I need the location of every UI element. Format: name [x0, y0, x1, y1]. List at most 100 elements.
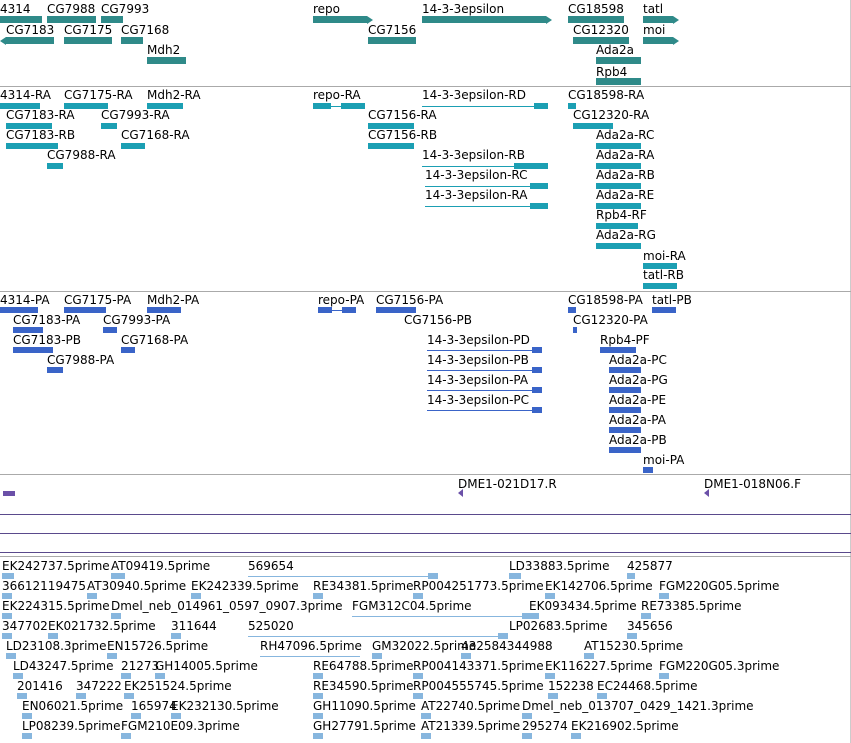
protein-label[interactable]: Mdh2-PA — [147, 293, 200, 307]
protein-feature[interactable] — [376, 307, 416, 313]
est-label[interactable]: 425877 — [627, 559, 673, 573]
est-label[interactable]: 311644 — [171, 619, 217, 633]
gene-feature[interactable] — [596, 57, 641, 64]
protein-label[interactable]: CG12320-PA — [573, 313, 648, 327]
est-label[interactable]: AT30940.5prime — [87, 579, 187, 593]
est-feature[interactable] — [313, 713, 323, 719]
protein-label[interactable]: Ada2a-PA — [609, 413, 666, 427]
protein-label[interactable]: 4314-PA — [0, 293, 50, 307]
gene-feature[interactable] — [0, 16, 42, 23]
est-label[interactable]: 201416 — [17, 679, 63, 693]
gene-feature[interactable] — [573, 37, 629, 44]
protein-label[interactable]: 14-3-3epsilon-PD — [427, 333, 530, 347]
rna-feature[interactable] — [530, 203, 548, 209]
est-feature[interactable] — [627, 633, 637, 639]
rna-feature[interactable] — [530, 183, 548, 189]
rna-label[interactable]: CG18598-RA — [568, 88, 645, 102]
rna-feature[interactable] — [534, 103, 548, 109]
est-feature[interactable] — [2, 593, 12, 599]
est-feature[interactable] — [171, 633, 181, 639]
est-label[interactable]: 21273 — [121, 659, 160, 673]
est-label[interactable]: AT09419.5prime — [111, 559, 211, 573]
est-label[interactable]: EK116227.5prime — [545, 659, 653, 673]
gene-feature[interactable] — [47, 16, 96, 23]
gene-feature[interactable] — [596, 78, 641, 85]
protein-feature[interactable] — [13, 347, 53, 353]
est-label[interactable]: RE73385.5prime — [641, 599, 742, 613]
est-label[interactable]: 152238 — [548, 679, 594, 693]
rna-feature[interactable] — [568, 103, 576, 109]
rna-label[interactable]: CG7156-RB — [368, 128, 438, 142]
rna-label[interactable]: CG7156-RA — [368, 108, 437, 122]
est-label[interactable]: 295274 — [522, 719, 568, 733]
protein-label[interactable]: CG7156-PB — [404, 313, 473, 327]
protein-label[interactable]: CG7168-PA — [121, 333, 189, 347]
rna-feature[interactable] — [341, 103, 365, 109]
gene-label[interactable]: CG7156 — [368, 23, 417, 37]
rna-label[interactable]: Ada2a-RB — [596, 168, 655, 182]
protein-label[interactable]: Rpb4-PF — [600, 333, 650, 347]
est-feature[interactable] — [76, 693, 86, 699]
protein-feature[interactable] — [318, 307, 332, 313]
protein-label[interactable]: CG7156-PA — [376, 293, 444, 307]
protein-feature[interactable] — [532, 347, 542, 353]
gene-label[interactable]: Ada2a — [596, 43, 634, 57]
est-feature[interactable] — [171, 713, 181, 719]
protein-feature[interactable] — [609, 367, 641, 373]
rna-feature[interactable] — [6, 143, 58, 149]
est-label[interactable]: GH27791.5prime — [313, 719, 416, 733]
gene-feature[interactable] — [6, 37, 54, 44]
est-feature[interactable] — [131, 713, 141, 719]
rna-feature[interactable] — [643, 283, 677, 289]
rna-label[interactable]: Ada2a-RE — [596, 188, 655, 202]
rna-label[interactable]: tatl-RB — [643, 268, 684, 282]
rna-label[interactable]: CG7988-RA — [47, 148, 116, 162]
protein-feature[interactable] — [609, 407, 641, 413]
est-feature[interactable] — [87, 593, 97, 599]
clone-label[interactable]: DME1-021D17.R — [458, 477, 557, 491]
rna-label[interactable]: Ada2a-RC — [596, 128, 655, 142]
protein-feature[interactable] — [103, 327, 117, 333]
est-feature[interactable] — [111, 573, 125, 579]
protein-feature[interactable] — [147, 307, 181, 313]
est-label[interactable]: EK251524.5prime — [124, 679, 232, 693]
est-feature[interactable] — [627, 573, 635, 579]
est-label[interactable]: LD33883.5prime — [509, 559, 610, 573]
rna-label[interactable]: 4314-RA — [0, 88, 51, 102]
rna-label[interactable]: CG7175-RA — [64, 88, 133, 102]
gene-label[interactable]: repo — [313, 2, 341, 16]
est-feature[interactable] — [17, 693, 27, 699]
est-feature[interactable] — [6, 653, 16, 659]
gene-label[interactable]: Mdh2 — [147, 43, 181, 57]
est-feature[interactable] — [2, 573, 14, 579]
est-label[interactable]: RP004251773.5prime — [413, 579, 544, 593]
protein-label[interactable]: CG7183-PA — [13, 313, 81, 327]
est-label[interactable]: AT15230.5prime — [584, 639, 684, 653]
est-label[interactable]: 165974 — [131, 699, 177, 713]
est-feature[interactable] — [111, 613, 121, 619]
est-feature[interactable] — [522, 713, 532, 719]
est-feature[interactable] — [545, 593, 555, 599]
est-feature[interactable] — [107, 653, 117, 659]
est-label[interactable]: Dmel_neb_014961_0597_0907.3prime — [111, 599, 343, 613]
gene-label[interactable]: tatl — [643, 2, 664, 16]
protein-feature[interactable] — [342, 307, 356, 313]
est-feature[interactable] — [498, 633, 508, 639]
protein-feature[interactable] — [573, 327, 577, 333]
est-feature[interactable] — [659, 593, 669, 599]
rna-label[interactable]: Mdh2-RA — [147, 88, 201, 102]
est-label[interactable]: EN06021.5prime — [22, 699, 124, 713]
rna-label[interactable]: 14-3-3epsilon-RD — [422, 88, 526, 102]
rna-feature[interactable] — [596, 143, 641, 149]
est-label[interactable]: RP004555745.5prime — [413, 679, 544, 693]
rna-label[interactable]: CG7183-RB — [6, 128, 76, 142]
est-label[interactable]: RE34590.5prime — [313, 679, 414, 693]
rna-label[interactable]: Ada2a-RG — [596, 228, 656, 242]
est-label[interactable]: 525020 — [248, 619, 294, 633]
est-label[interactable]: GH14005.5prime — [155, 659, 258, 673]
rna-feature[interactable] — [368, 143, 414, 149]
est-feature[interactable] — [313, 693, 323, 699]
protein-label[interactable]: Ada2a-PE — [609, 393, 667, 407]
rna-feature[interactable] — [368, 123, 414, 129]
gene-label[interactable]: CG7993 — [101, 2, 150, 16]
